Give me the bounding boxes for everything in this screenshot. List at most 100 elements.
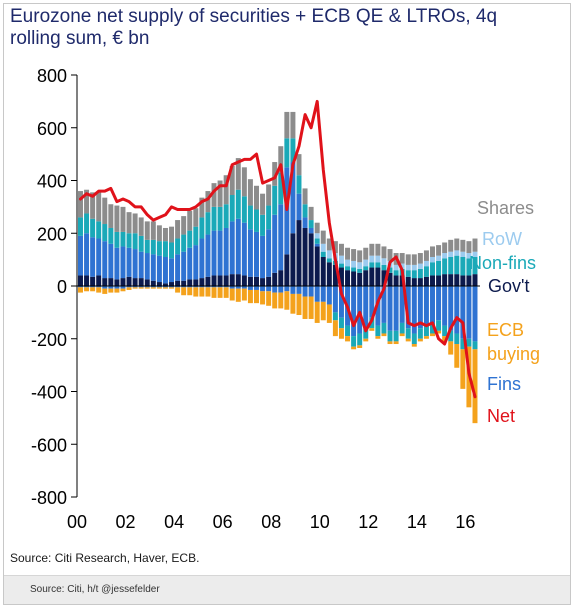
x-tick-label-16: 16 (455, 512, 475, 532)
footer-credit: Source: Citi, h/t @jessefelder (30, 584, 160, 595)
bar-nonfins-neg-57 (423, 325, 429, 337)
bar-ecb-neg-16 (175, 287, 181, 293)
bar-gov-10 (138, 278, 144, 286)
bar-fins-14 (162, 256, 168, 284)
bar-gov-38 (308, 233, 314, 286)
bar-nonfins-neg-44 (345, 325, 351, 337)
bar-fins-neg-57 (423, 286, 429, 326)
bar-fins-neg-7 (120, 286, 126, 289)
bar-nonfins-54 (405, 270, 411, 277)
bar-nonfins-35 (290, 138, 296, 163)
bar-ecb-neg-12 (150, 287, 156, 289)
bar-shares-50 (381, 246, 387, 259)
bar-shares-38 (308, 206, 314, 221)
bar-ecb-neg-60 (442, 336, 448, 342)
bar-fins-neg-54 (405, 286, 411, 329)
bar-ecb-neg-56 (417, 338, 423, 342)
bar-nonfins-neg-45 (351, 336, 357, 347)
bar-fins-neg-58 (430, 286, 435, 323)
bar-nonfins-57 (423, 266, 429, 277)
bar-nonfins-neg-47 (363, 328, 369, 339)
bar-row-62 (454, 250, 460, 256)
bar-gov-60 (442, 274, 448, 286)
bar-fins-neg-50 (381, 286, 387, 323)
bar-ecb-neg-40 (320, 301, 326, 321)
bar-shares-37 (302, 188, 308, 205)
bar-fins-neg-65 (472, 286, 478, 342)
bar-nonfins-49 (375, 262, 381, 268)
bar-ecb-neg-21 (205, 287, 211, 297)
bar-shares-20 (199, 197, 205, 218)
bar-shares-25 (229, 165, 235, 196)
bar-nonfins-63 (460, 256, 466, 276)
bar-fins-neg-27 (241, 286, 247, 289)
bar-nonfins-62 (454, 255, 460, 275)
bar-nonfins-neg-62 (454, 333, 460, 345)
bar-ecb-neg-36 (296, 293, 302, 316)
bar-row-60 (442, 253, 448, 259)
bar-nonfins-neg-56 (417, 328, 423, 339)
bar-shares-5 (108, 204, 114, 228)
bar-ecb-neg-39 (314, 301, 320, 323)
bar-nonfins-6 (114, 231, 120, 248)
legend-fins: Fins (487, 374, 521, 394)
bar-gov-63 (460, 275, 466, 286)
bar-fins-neg-12 (150, 286, 156, 288)
bar-nonfins-38 (308, 220, 314, 228)
legend-ecb-buying-0: ECB (487, 320, 524, 340)
bar-gov-17 (181, 280, 187, 286)
bar-ecb-neg-38 (308, 296, 314, 319)
bar-row-53 (399, 263, 405, 269)
bar-gov-11 (144, 279, 150, 286)
bar-nonfins-64 (466, 258, 472, 276)
bar-nonfins-24 (223, 204, 229, 228)
bar-shares-42 (332, 241, 338, 254)
bar-shares-40 (320, 230, 326, 244)
bar-ecb-neg-35 (290, 293, 296, 314)
bar-ecb-neg-45 (351, 346, 357, 350)
bar-gov-44 (345, 270, 351, 286)
x-tick-label-04: 04 (164, 512, 184, 532)
bar-fins-neg-24 (223, 286, 229, 288)
bar-gov-26 (235, 274, 241, 286)
bar-gov-54 (405, 276, 411, 286)
bar-shares-13 (156, 225, 162, 242)
bar-shares-62 (454, 238, 460, 251)
bar-fins-11 (144, 253, 150, 280)
bar-ecb-neg-8 (126, 287, 132, 290)
bar-fins-neg-47 (363, 286, 369, 329)
net-series-line (79, 99, 477, 399)
bar-nonfins-17 (181, 234, 187, 252)
bar-fins-15 (169, 258, 175, 283)
bar-row-56 (417, 263, 423, 269)
legend-ecb-buying-1: buying (487, 344, 540, 364)
bar-nonfins-58 (430, 262, 435, 276)
bar-nonfins-39 (314, 238, 320, 244)
bar-fins-18 (187, 247, 193, 280)
bar-gov-9 (132, 278, 138, 286)
bar-fins-neg-13 (156, 286, 162, 288)
bar-shares-58 (430, 246, 435, 257)
bar-nonfins-48 (369, 262, 375, 268)
bar-nonfins-45 (351, 267, 357, 272)
bar-gov-20 (199, 278, 205, 286)
bar-gov-25 (229, 274, 235, 286)
bar-gov-2 (90, 276, 96, 286)
bar-fins-neg-26 (235, 286, 241, 289)
bar-shares-1 (84, 189, 90, 214)
bar-fins-neg-4 (102, 286, 108, 289)
y-tick-label--200: -200 (31, 330, 67, 350)
bar-fins-4 (102, 241, 108, 279)
bar-ecb-neg-29 (254, 289, 259, 304)
bar-gov-56 (417, 278, 423, 286)
bar-shares-32 (272, 162, 278, 186)
bar-fins-7 (120, 246, 126, 279)
bar-fins-neg-22 (211, 286, 217, 288)
bar-ecb-neg-59 (436, 330, 442, 334)
x-tick-label-14: 14 (407, 512, 427, 532)
x-tick-label-08: 08 (261, 512, 281, 532)
bar-shares-57 (423, 250, 429, 261)
bar-fins-neg-30 (260, 286, 266, 292)
bar-fins-37 (302, 217, 308, 228)
bar-fins-24 (223, 227, 229, 276)
